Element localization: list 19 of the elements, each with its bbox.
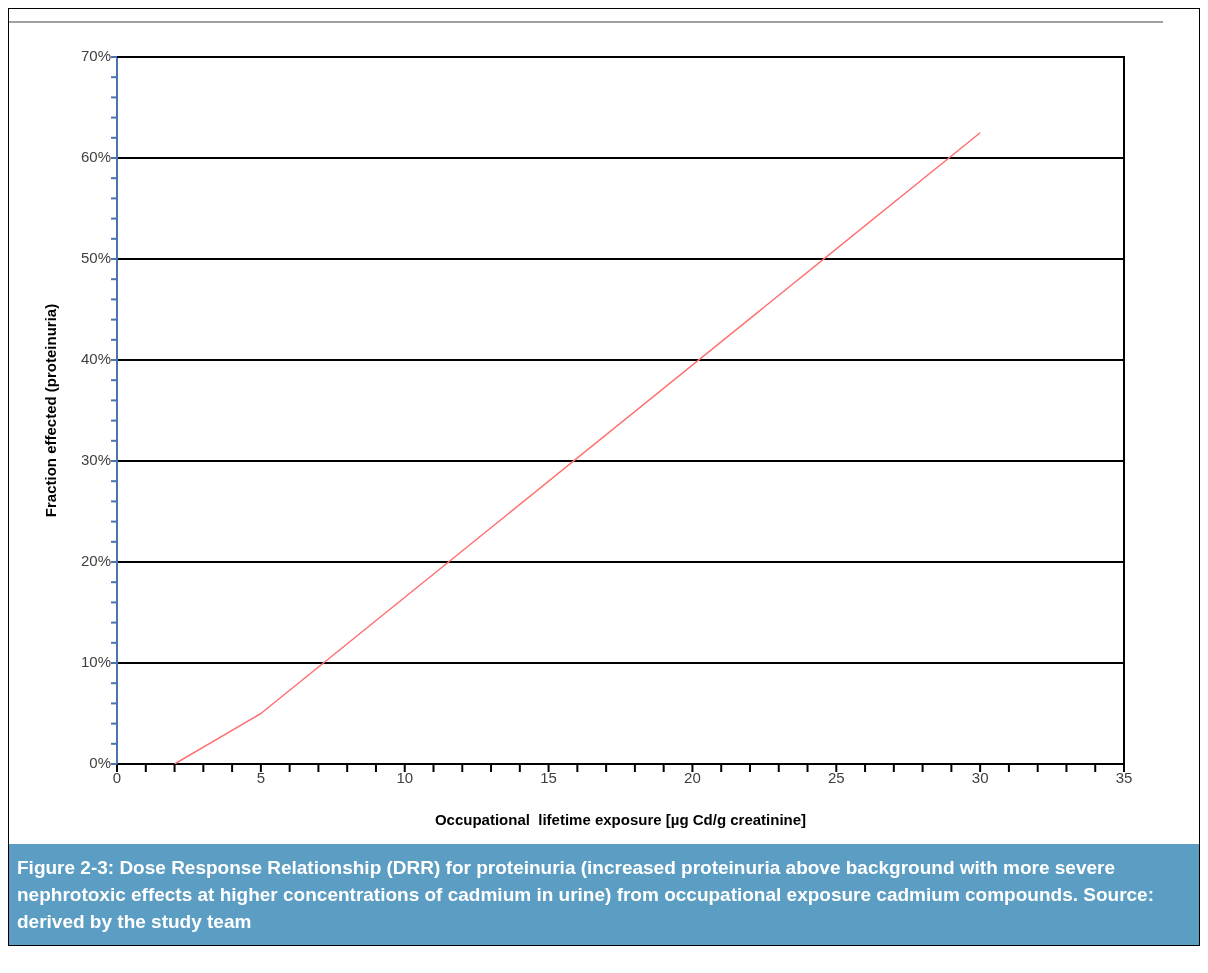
- y-tick-label: 30%: [80, 451, 112, 469]
- x-tick-label: 25: [827, 769, 845, 787]
- y-tick-label: 10%: [80, 653, 112, 671]
- caption: Figure 2-3: Dose Response Relationship (DRR) for proteinuria (increased proteinuria above background with more severe nephrotoxic effects at higher concentrations of cadmium in urine) from occupational exposure cadmium compounds. Source: derived by the study team: [9, 844, 1199, 945]
- y-tick-label: 60%: [80, 148, 112, 166]
- y-tick-label: 40%: [80, 350, 112, 368]
- y-tick-label: 20%: [80, 552, 112, 570]
- x-tick-label: 5: [256, 769, 266, 787]
- y-tick-label: 50%: [80, 249, 112, 267]
- x-tick-label: 20: [684, 769, 701, 787]
- x-tick-label: 10: [396, 769, 414, 787]
- x-tick-label: 0: [112, 769, 122, 787]
- x-tick-label: 30: [971, 769, 989, 787]
- y-axis-title: Fraction effected (proteinuria): [42, 303, 60, 518]
- x-tick-label: 15: [540, 769, 557, 787]
- y-tick-label: 70%: [80, 47, 112, 65]
- x-axis-title: Occupational lifetime exposure [µg Cd/g creatinine]: [434, 811, 807, 829]
- x-tick-label: 35: [1115, 769, 1133, 787]
- y-tick-label: 0%: [89, 754, 112, 772]
